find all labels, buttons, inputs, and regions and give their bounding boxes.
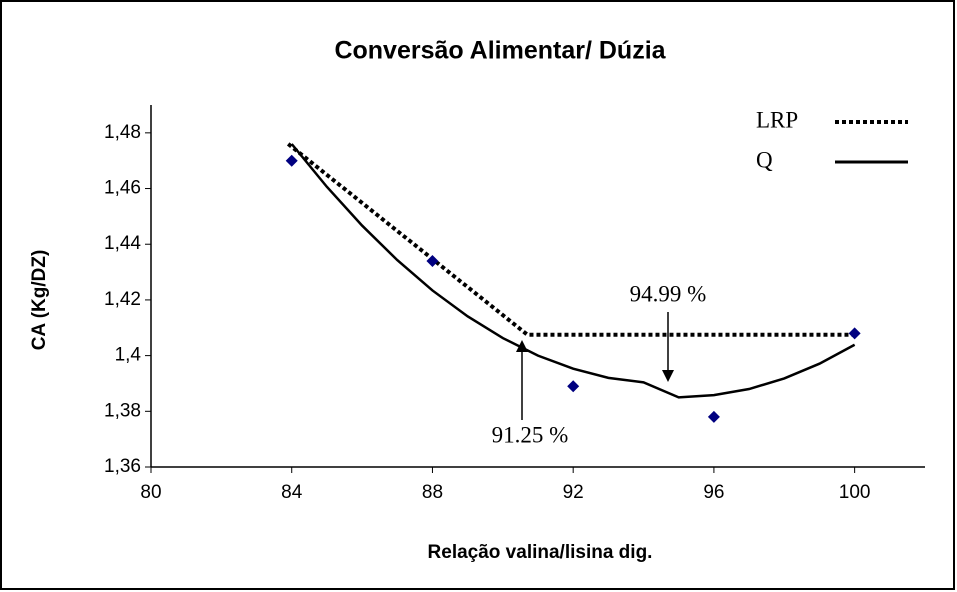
y-tick-label: 1,46 [104,178,141,199]
x-axis-label: Relação valina/lisina dig. [428,542,653,563]
data-point [567,380,580,393]
arrow-head [662,370,674,382]
y-tick-label: 1,36 [104,456,141,477]
y-tick-label: 1,4 [115,345,142,366]
y-tick-label: 1,38 [104,400,141,421]
annotation: 94.99 % [630,281,707,306]
y-tick-label: 1,48 [104,122,141,143]
y-tick-label: 1,44 [104,233,141,254]
x-tick-label: 80 [140,482,161,503]
legend-label: LRP [756,107,798,132]
data-point [285,154,298,167]
y-axis-label: CA (Kg/DZ) [29,250,50,351]
data-point [426,254,439,267]
x-tick-label: 96 [703,482,724,503]
x-tick-label: 92 [563,482,584,503]
chart-title: Conversão Alimentar/ Dúzia [334,37,666,65]
y-tick-label: 1,42 [104,289,141,310]
x-tick-label: 88 [422,482,443,503]
data-point [707,410,720,423]
data-point [848,327,861,340]
line-series [290,143,856,399]
x-tick-label: 100 [839,482,871,503]
legend-label: Q [756,147,773,172]
line-series [286,142,855,337]
x-tick-label: 84 [281,482,303,503]
annotation: 91.25 % [492,422,569,447]
